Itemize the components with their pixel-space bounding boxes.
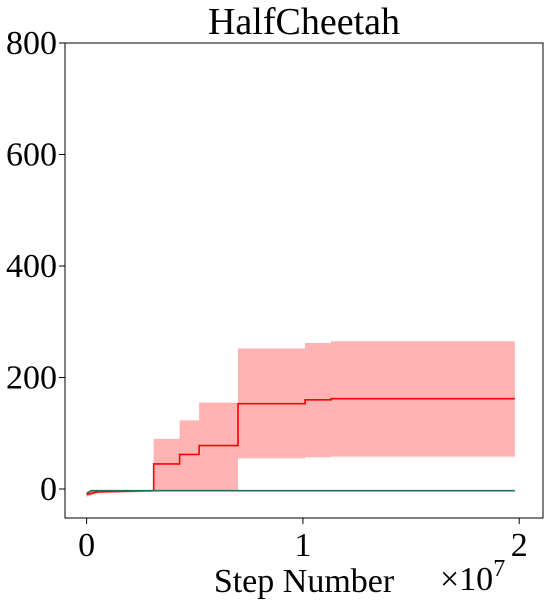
y-tick-label: 0 <box>40 471 57 508</box>
y-tick-label: 400 <box>6 248 57 285</box>
x-tick-label: 0 <box>78 527 95 564</box>
plot-frame <box>64 42 544 519</box>
y-tick-label: 200 <box>6 360 57 397</box>
x-offset-label: ×107 <box>440 556 505 598</box>
chart-title: HalfCheetah <box>208 1 400 43</box>
x-offset-base: ×10 <box>440 561 493 598</box>
line <box>86 489 515 495</box>
x-axis-label: Step Number <box>214 563 395 600</box>
y-tick-label: 600 <box>6 137 57 174</box>
confidence-band <box>86 341 515 497</box>
line <box>86 397 515 496</box>
y-tick-label: 800 <box>6 25 57 62</box>
x-tick-label: 1 <box>294 527 311 564</box>
x-tick-label: 2 <box>511 527 528 564</box>
x-offset-exponent: 7 <box>493 556 505 582</box>
